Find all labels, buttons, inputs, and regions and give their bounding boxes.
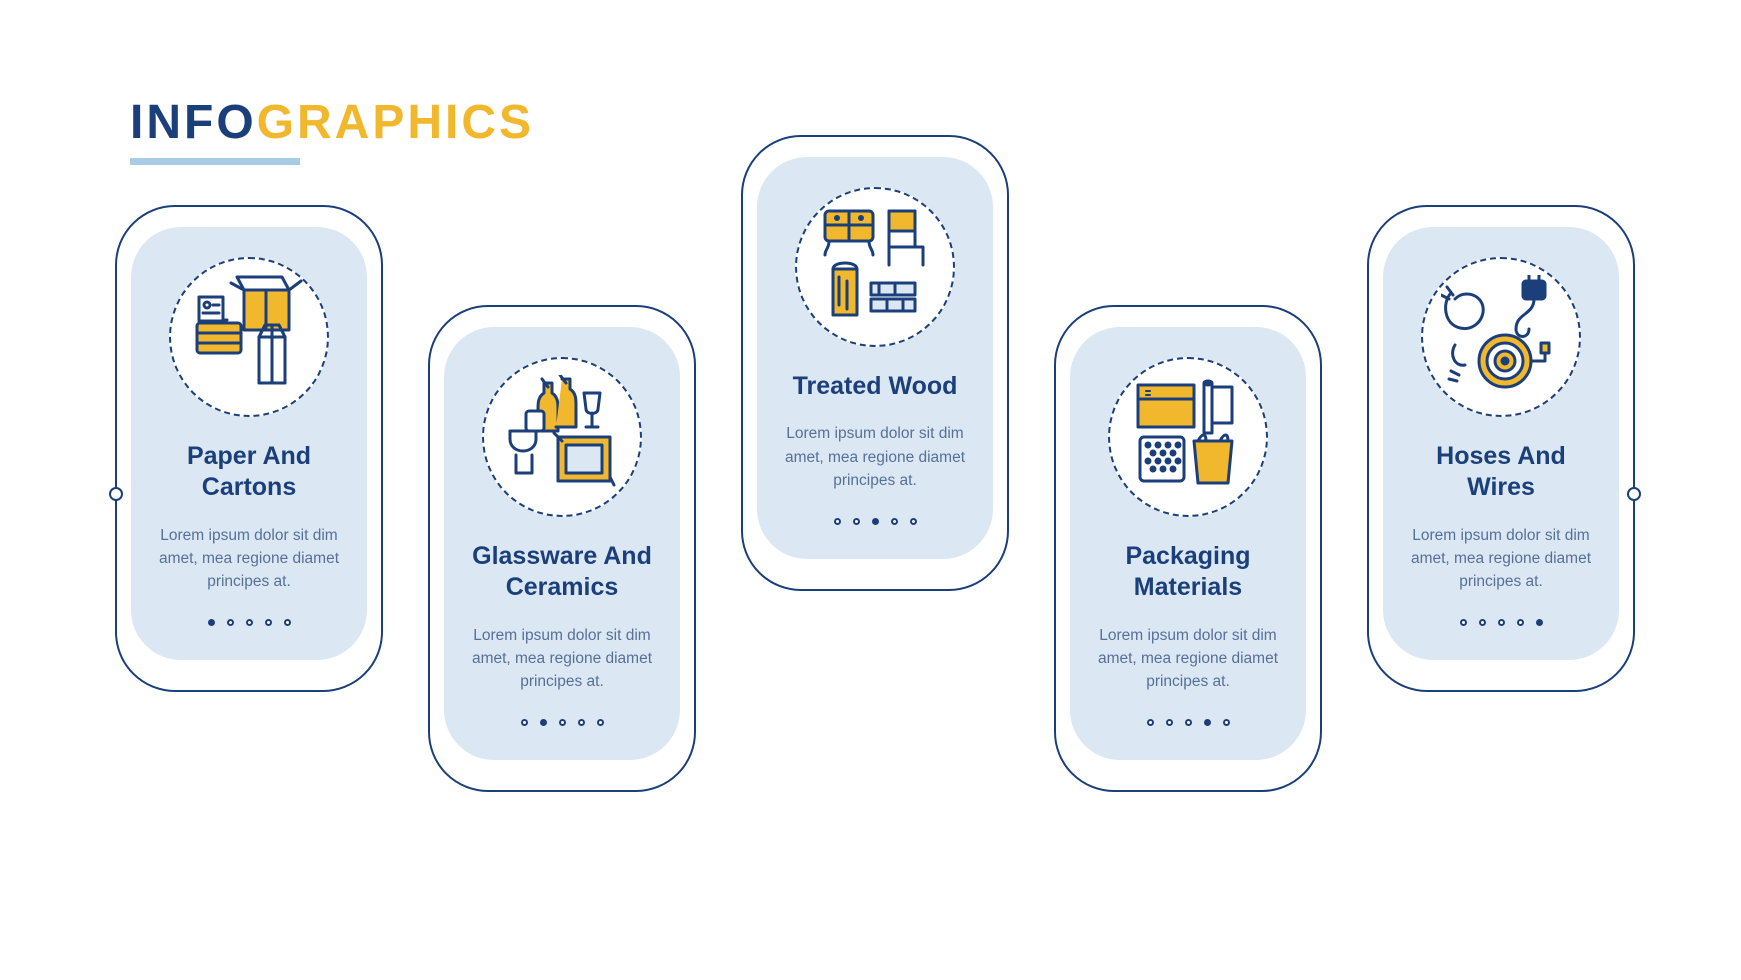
dot <box>1498 619 1505 626</box>
card-5-body: Lorem ipsum dolor sit dim amet, mea regi… <box>1401 524 1601 594</box>
card-3-body: Lorem ipsum dolor sit dim amet, mea regi… <box>775 422 975 492</box>
card-5: Hoses And Wires Lorem ipsum dolor sit di… <box>1367 205 1635 692</box>
card-2-inner: Glassware And Ceramics Lorem ipsum dolor… <box>444 327 680 760</box>
card-2-title: Glassware And Ceramics <box>462 541 662 604</box>
card-3-inner: Treated Wood Lorem ipsum dolor sit dim a… <box>757 157 993 559</box>
dot <box>559 719 566 726</box>
dot <box>1147 719 1154 726</box>
card-4-inner: Packaging Materials Lorem ipsum dolor si… <box>1070 327 1306 760</box>
packaging-materials-icon <box>1128 375 1248 500</box>
card-3-dots <box>834 518 917 525</box>
card-5-inner: Hoses And Wires Lorem ipsum dolor sit di… <box>1383 227 1619 660</box>
dot <box>597 719 604 726</box>
card-4-body: Lorem ipsum dolor sit dim amet, mea regi… <box>1088 624 1288 694</box>
card-2-body: Lorem ipsum dolor sit dim amet, mea regi… <box>462 624 662 694</box>
dot <box>265 619 272 626</box>
dot <box>1166 719 1173 726</box>
card-2: Glassware And Ceramics Lorem ipsum dolor… <box>428 305 696 792</box>
dot <box>246 619 253 626</box>
dot <box>853 518 860 525</box>
dot <box>891 518 898 525</box>
card-1-inner: Paper And Cartons Lorem ipsum dolor sit … <box>131 227 367 660</box>
dot <box>1185 719 1192 726</box>
hoses-wires-icon <box>1441 275 1561 400</box>
cards-row: Paper And Cartons Lorem ipsum dolor sit … <box>115 135 1635 792</box>
card-4-dots <box>1147 719 1230 726</box>
dot <box>910 518 917 525</box>
dot <box>578 719 585 726</box>
card-5-icon-circle <box>1421 257 1581 417</box>
dot <box>872 518 879 525</box>
dot <box>1479 619 1486 626</box>
connector-dot-right <box>1627 487 1641 501</box>
dot <box>284 619 291 626</box>
paper-cartons-icon <box>189 275 309 400</box>
card-3: Treated Wood Lorem ipsum dolor sit dim a… <box>741 135 1009 591</box>
card-4-icon-circle <box>1108 357 1268 517</box>
dot <box>1536 619 1543 626</box>
dot <box>1517 619 1524 626</box>
card-4: Packaging Materials Lorem ipsum dolor si… <box>1054 305 1322 792</box>
dot <box>208 619 215 626</box>
treated-wood-icon <box>815 205 935 330</box>
dot <box>1223 719 1230 726</box>
card-5-title: Hoses And Wires <box>1401 441 1601 504</box>
card-4-title: Packaging Materials <box>1088 541 1288 604</box>
dot <box>521 719 528 726</box>
connector-dot-left <box>109 487 123 501</box>
card-3-title: Treated Wood <box>793 371 958 402</box>
dot <box>227 619 234 626</box>
dot <box>1204 719 1211 726</box>
dot <box>834 518 841 525</box>
dot <box>1460 619 1467 626</box>
card-1-title: Paper And Cartons <box>149 441 349 504</box>
card-5-dots <box>1460 619 1543 626</box>
card-1-dots <box>208 619 291 626</box>
card-1-icon-circle <box>169 257 329 417</box>
dot <box>540 719 547 726</box>
card-2-icon-circle <box>482 357 642 517</box>
card-2-dots <box>521 719 604 726</box>
card-1: Paper And Cartons Lorem ipsum dolor sit … <box>115 205 383 692</box>
card-1-body: Lorem ipsum dolor sit dim amet, mea regi… <box>149 524 349 594</box>
card-3-icon-circle <box>795 187 955 347</box>
glassware-ceramics-icon <box>502 375 622 500</box>
